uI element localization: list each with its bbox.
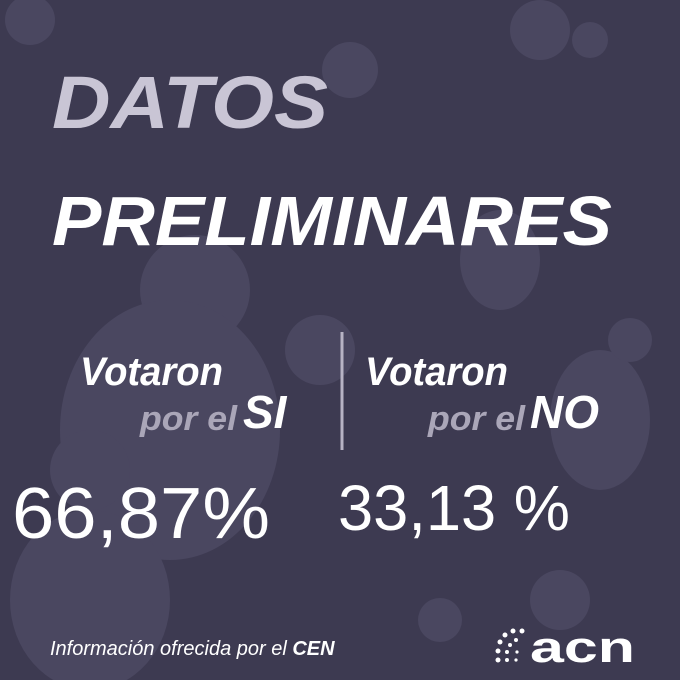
vote-label: Votaron [365,350,508,394]
vote-label: Votaron [80,350,223,394]
footer-source: Información ofrecida por el CEN [50,638,335,660]
vote-label: por el [139,400,239,438]
footer-source-text: Información ofrecida por el [50,638,287,660]
percentage: 66,87% [12,474,270,554]
logo-text: acn [530,623,635,672]
title-line1: DATOS [52,61,328,144]
logo-dots [495,628,525,663]
vote-label: por el [427,400,527,438]
background-silhouettes [5,0,652,680]
footer-source-org: CEN [292,638,335,660]
vote-option: SI [243,386,288,438]
title-line2: PRELIMINARES [52,182,612,260]
vote-option: NO [530,386,599,438]
percentage: 33,13 % [338,472,570,544]
